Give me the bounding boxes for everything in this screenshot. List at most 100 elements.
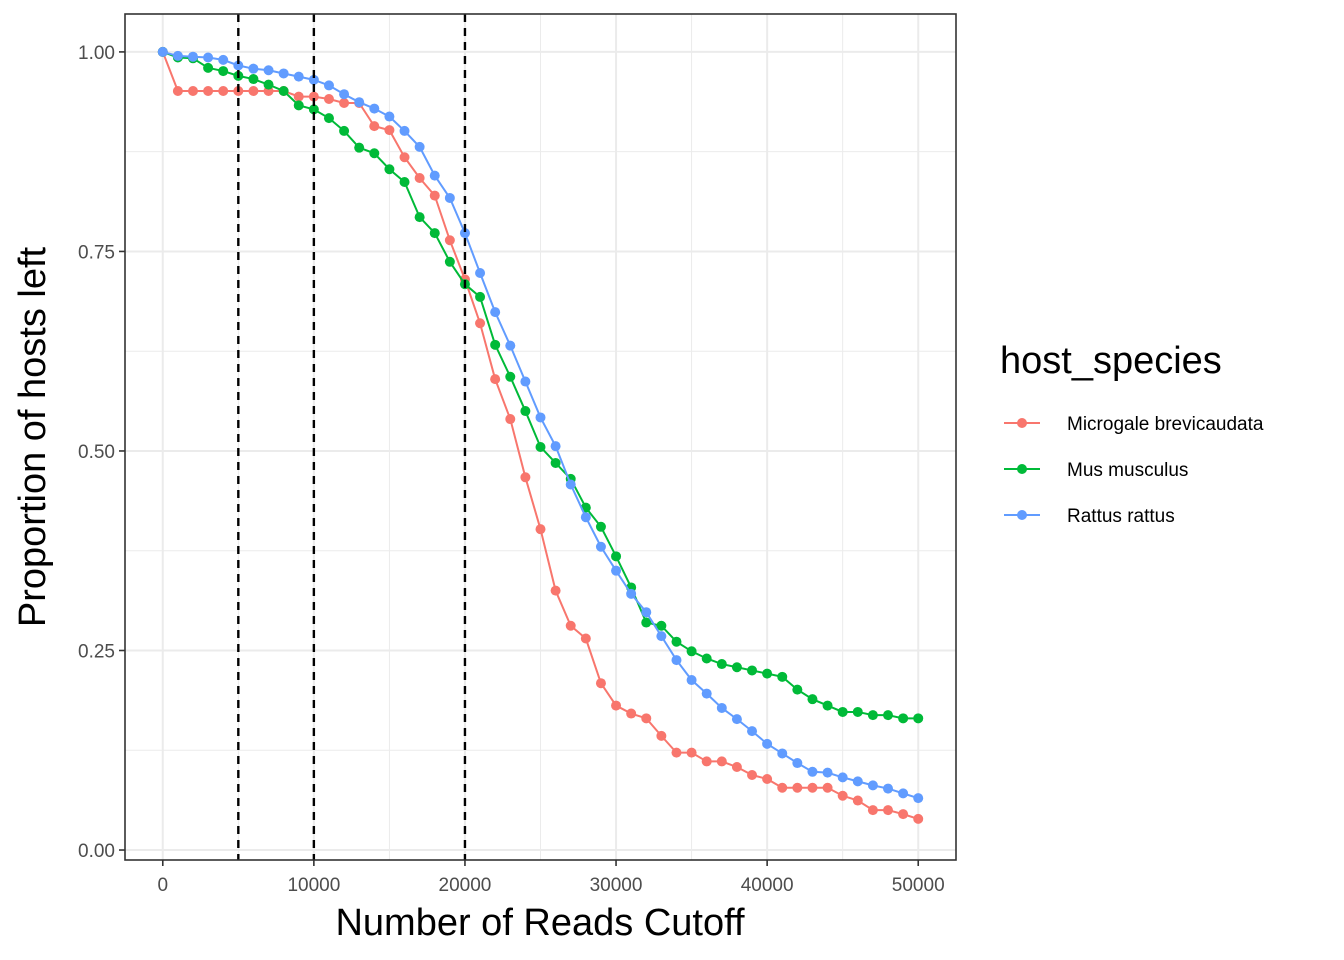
data-point <box>671 636 682 647</box>
data-point <box>656 631 667 642</box>
data-point <box>731 762 742 773</box>
data-point <box>384 111 395 122</box>
data-point <box>369 121 380 132</box>
data-point <box>323 113 334 124</box>
y-axis-title: Proportion of hosts left <box>12 246 54 627</box>
data-point <box>580 633 591 644</box>
data-point <box>641 607 652 618</box>
data-point <box>203 52 214 63</box>
data-point <box>505 414 516 425</box>
data-point <box>354 142 365 153</box>
data-point <box>701 653 712 664</box>
data-point <box>762 738 773 749</box>
data-point <box>520 376 531 387</box>
data-point <box>626 588 637 599</box>
data-point <box>822 782 833 793</box>
data-point <box>293 100 304 111</box>
x-tick-label: 0 <box>157 875 168 896</box>
data-point <box>656 730 667 741</box>
data-point <box>701 688 712 699</box>
panel-border <box>124 13 957 861</box>
data-point <box>203 86 214 97</box>
data-point <box>595 678 606 689</box>
data-point <box>429 170 440 181</box>
data-point <box>293 71 304 82</box>
series-1 <box>157 46 924 724</box>
data-point <box>913 793 924 804</box>
data-point <box>898 788 909 799</box>
data-point <box>762 773 773 784</box>
data-point <box>308 104 319 115</box>
data-point <box>716 659 727 670</box>
data-point <box>595 541 606 552</box>
data-point <box>550 585 561 596</box>
series-layer <box>157 46 924 824</box>
legend-label: Rattus rattus <box>1067 506 1175 527</box>
data-point <box>731 714 742 725</box>
data-point <box>520 472 531 483</box>
y-tick-label: 0.00 <box>78 841 115 862</box>
data-point <box>611 700 622 711</box>
y-tick-labels: 0.00 0.25 0.50 0.75 1.00 <box>78 43 115 862</box>
data-point <box>369 103 380 114</box>
data-point <box>490 307 501 318</box>
data-point <box>187 86 198 97</box>
data-point <box>867 780 878 791</box>
data-point <box>459 228 470 239</box>
data-point <box>837 706 848 717</box>
data-point <box>898 809 909 820</box>
data-point <box>686 747 697 758</box>
data-point <box>293 91 304 102</box>
data-point <box>490 339 501 350</box>
data-point <box>867 710 878 721</box>
data-point <box>807 694 818 705</box>
data-point <box>852 706 863 717</box>
data-point <box>218 66 229 77</box>
data-point <box>686 675 697 686</box>
data-point <box>611 565 622 576</box>
y-tick-label: 0.25 <box>78 641 115 662</box>
data-point <box>641 713 652 724</box>
data-point <box>505 340 516 351</box>
data-point <box>716 756 727 767</box>
x-tick-label: 30000 <box>590 875 643 896</box>
legend-key-point <box>1017 510 1027 520</box>
data-point <box>339 97 350 108</box>
data-point <box>218 54 229 65</box>
y-tick-label: 0.50 <box>78 442 115 463</box>
data-point <box>535 524 546 535</box>
data-point <box>444 256 455 267</box>
data-point <box>656 620 667 631</box>
x-tick-labels: 0 10000 20000 30000 40000 50000 <box>157 875 944 896</box>
data-point <box>641 617 652 628</box>
legend-label: Microgale brevicaudata <box>1067 414 1264 435</box>
data-point <box>308 91 319 102</box>
data-point <box>807 782 818 793</box>
data-point <box>414 212 425 223</box>
data-point <box>747 665 758 676</box>
y-tick-label: 0.75 <box>78 242 115 263</box>
legend: host_species Microgale brevicaudata Mus m… <box>1000 340 1264 527</box>
legend-title: host_species <box>1000 340 1222 382</box>
data-point <box>701 756 712 767</box>
data-point <box>414 141 425 152</box>
data-point <box>399 125 410 136</box>
data-point <box>611 551 622 562</box>
data-point <box>278 68 289 79</box>
data-point <box>263 79 274 90</box>
data-point <box>852 795 863 806</box>
data-point <box>475 318 486 329</box>
data-point <box>263 65 274 76</box>
data-point <box>233 60 244 71</box>
data-point <box>550 441 561 452</box>
data-point <box>248 74 259 85</box>
legend-items: Microgale brevicaudata Mus musculus Rattus… <box>1004 414 1264 527</box>
axis-ticks <box>119 51 920 866</box>
data-point <box>248 63 259 74</box>
data-point <box>172 50 183 61</box>
legend-item: Rattus rattus <box>1004 506 1175 527</box>
x-tick-label: 20000 <box>439 875 492 896</box>
data-point <box>792 782 803 793</box>
x-axis-title: Number of Reads Cutoff <box>335 902 744 944</box>
